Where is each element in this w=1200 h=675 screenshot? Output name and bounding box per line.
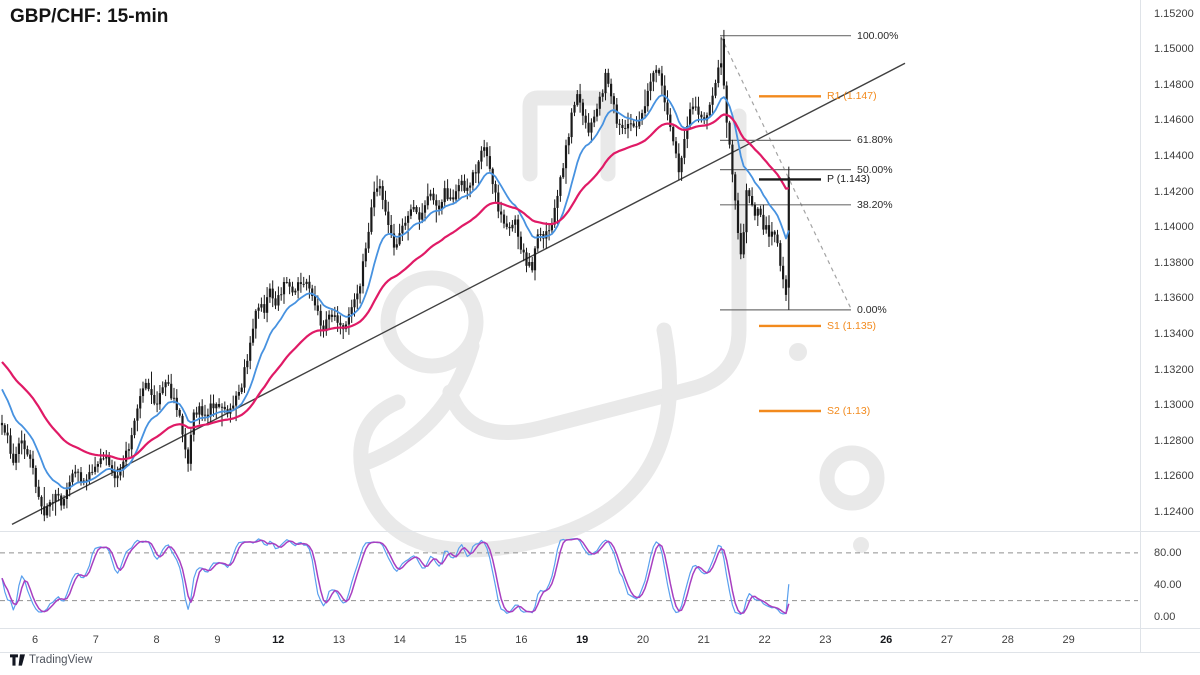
moving-average-lines [1, 94, 790, 490]
price-tick-label: 1.12600 [1154, 470, 1194, 483]
projection-dashed-line[interactable] [720, 36, 853, 312]
date-tick-label: 13 [332, 634, 346, 646]
oscillator-tick-label: 80.00 [1154, 546, 1182, 559]
pivot-level-label: R1 (1.147) [827, 90, 877, 103]
price-tick-label: 1.12800 [1154, 434, 1194, 447]
date-tick-label: 15 [454, 634, 467, 646]
price-tick-label: 1.13200 [1154, 363, 1194, 376]
date-tick-label: 28 [1001, 634, 1014, 646]
page-title: GBP/CHF: 15-min [10, 6, 169, 27]
price-tick-label: 1.13400 [1154, 327, 1194, 340]
price-tick-label: 1.15200 [1154, 7, 1194, 20]
date-tick-label: 22 [758, 634, 771, 646]
price-tick-label: 1.14000 [1154, 221, 1194, 234]
price-tick-label: 1.13800 [1154, 256, 1194, 269]
oscillator-band-lines [0, 552, 1138, 602]
date-tick-label: 7 [92, 634, 99, 646]
price-tick-label: 1.13000 [1154, 399, 1194, 412]
price-tick-label: 1.14200 [1154, 185, 1194, 198]
pivot-level-label: S1 (1.135) [827, 319, 877, 332]
price-tick-label: 1.14800 [1154, 78, 1194, 91]
tradingview-logo-text: TradingView [29, 654, 93, 666]
price-tick-label: 1.12400 [1154, 505, 1194, 518]
price-tick-label: 1.14400 [1154, 149, 1194, 162]
fib-level-label: 0.00% [857, 303, 887, 316]
fib-level-label: 61.80% [857, 134, 893, 147]
stochastic-oscillator-series [1, 537, 790, 616]
fib-level-label: 38.20% [857, 198, 893, 211]
date-tick-label: 29 [1062, 634, 1075, 646]
pivot-level-label: S2 (1.13) [827, 405, 871, 417]
oscillator-tick-label: 40.00 [1154, 578, 1182, 591]
fibonacci-retracement-lines[interactable] [720, 35, 851, 311]
price-tick-label: 1.13600 [1154, 292, 1194, 305]
date-tick-label: 12 [272, 634, 285, 646]
date-tick-label: 19 [576, 634, 589, 646]
date-tick-label: 23 [819, 634, 832, 646]
oscillator-tick-label: 0.00 [1154, 610, 1176, 623]
date-tick-label: 26 [880, 634, 893, 646]
oscillator-timeaxis-divider [0, 628, 1200, 629]
fib-level-label: 100.00% [857, 29, 899, 42]
date-tick-label: 9 [214, 634, 221, 646]
trendline[interactable] [11, 62, 906, 526]
tradingview-logo[interactable]: TradingView [10, 654, 92, 666]
fib-level-label: 50.00% [857, 163, 893, 176]
price-tick-label: 1.15000 [1154, 43, 1194, 56]
date-tick-label: 6 [31, 634, 39, 646]
date-tick-label: 8 [153, 634, 160, 646]
watermark-logo [353, 90, 885, 558]
pivot-level-lines[interactable] [759, 95, 821, 413]
date-tick-label: 20 [636, 634, 650, 646]
price-oscillator-divider[interactable] [0, 531, 1200, 532]
date-tick-label: 27 [940, 634, 954, 646]
date-tick-label: 14 [393, 634, 406, 646]
price-tick-label: 1.14600 [1154, 114, 1194, 127]
date-tick-label: 16 [515, 634, 528, 646]
date-tick-label: 21 [697, 634, 710, 646]
price-axis-border [1140, 0, 1141, 652]
tradingview-icon [10, 654, 25, 666]
pivot-level-label: P (1.143) [827, 173, 870, 186]
timeaxis-bottom-border [0, 652, 1200, 653]
